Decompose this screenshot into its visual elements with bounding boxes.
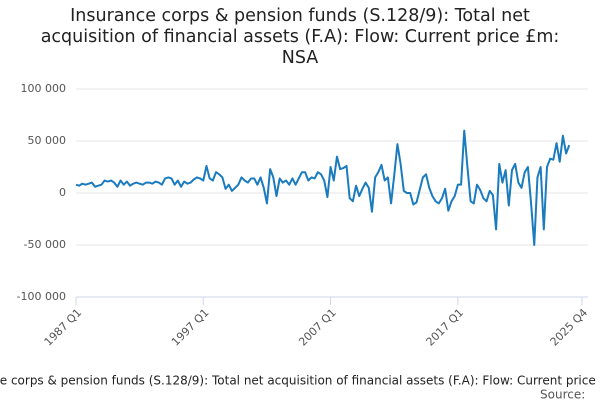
y-tick-label: -50 000 — [24, 238, 66, 251]
data-line — [75, 129, 571, 246]
y-tick-label: 50 000 — [28, 134, 67, 147]
y-tick-label: 100 000 — [21, 82, 67, 95]
chart-title: Insurance corps & pension funds (S.128/9… — [40, 6, 560, 68]
x-tick-label: 2025 Q4 — [548, 306, 591, 349]
x-tick-label: 1997 Q1 — [169, 306, 212, 349]
y-tick-label: 0 — [59, 186, 66, 199]
x-tick-label: 2017 Q1 — [424, 306, 467, 349]
legend-entry: Insurance corps & pension funds (S.128/9… — [0, 374, 600, 388]
x-tick-label: 2007 Q1 — [296, 306, 339, 349]
y-tick-label: -100 000 — [17, 290, 66, 303]
source: Source: — [540, 388, 585, 400]
x-tick-label: 1987 Q1 — [42, 306, 85, 349]
